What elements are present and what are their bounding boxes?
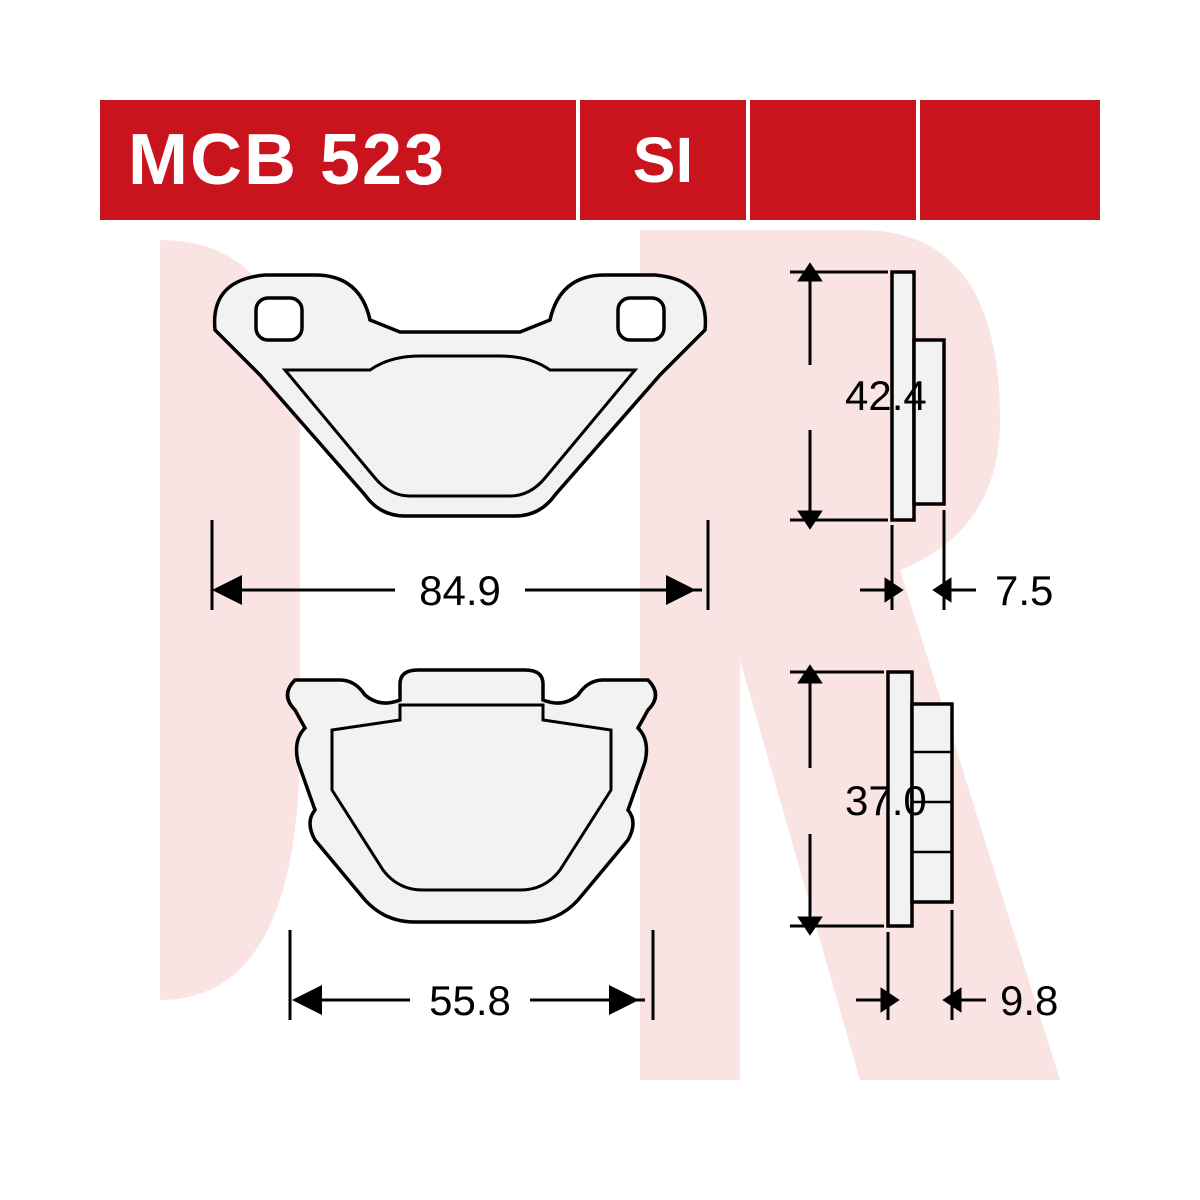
dim-bottom-width-value: 55.8 (429, 977, 511, 1024)
header-spacer-1 (750, 100, 920, 220)
dim-top-thickness (860, 510, 976, 610)
dim-top-height-value: 42.4 (845, 372, 927, 419)
dim-top-width-value: 84.9 (419, 567, 501, 614)
header-spacer-2 (920, 100, 1100, 220)
header-bar: MCB 523 SI (100, 100, 1100, 220)
part-number: MCB 523 (100, 100, 580, 220)
variant-code: SI (580, 100, 750, 220)
technical-drawing: 84.9 42.4 (100, 220, 1100, 1100)
dim-top-thickness-value: 7.5 (995, 567, 1053, 614)
pad-bottom-front (288, 670, 656, 922)
pad-top-front (215, 275, 706, 516)
dim-bottom-thickness-value: 9.8 (1000, 977, 1058, 1024)
dim-bottom-height-value: 37.0 (845, 777, 927, 824)
